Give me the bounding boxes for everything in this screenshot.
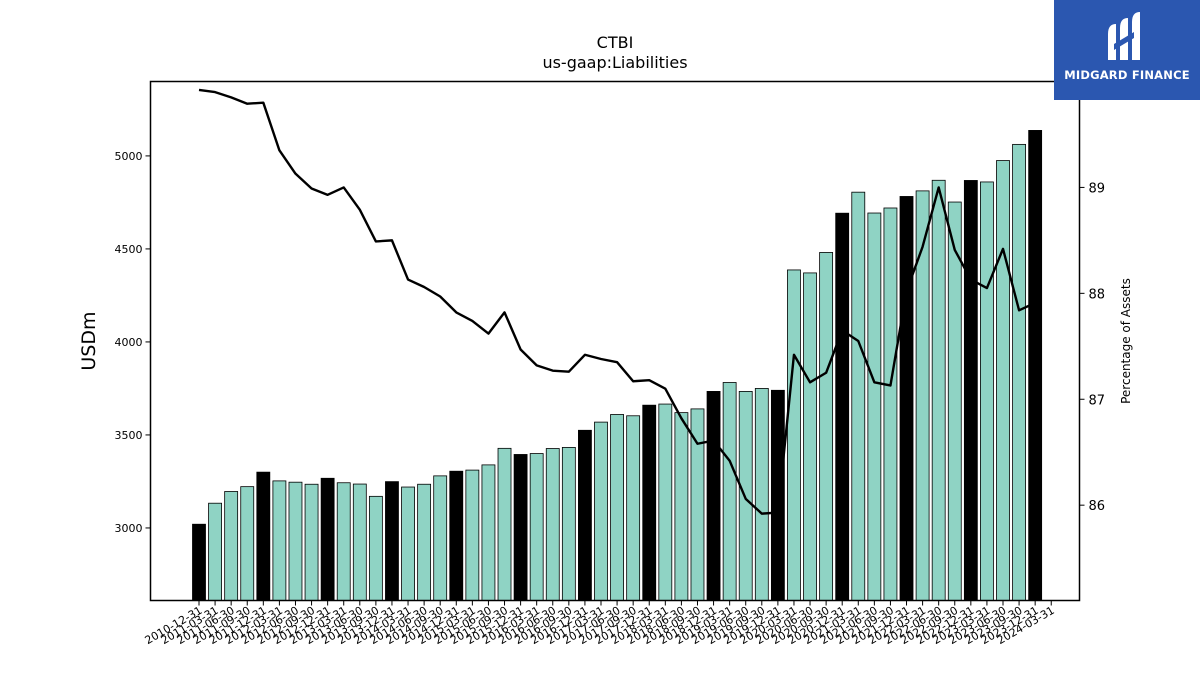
midgard-logo-icon xyxy=(1108,12,1140,60)
y-tick-label: 3500 xyxy=(115,429,143,442)
bars-layer xyxy=(192,130,1043,601)
bar xyxy=(883,207,898,601)
bar xyxy=(996,160,1010,601)
bar xyxy=(272,480,287,601)
bar xyxy=(1012,143,1026,601)
bar xyxy=(224,491,239,601)
bar xyxy=(208,502,222,601)
line-layer xyxy=(198,88,1036,515)
y-tick-label: 3000 xyxy=(115,522,143,535)
bar xyxy=(320,477,335,601)
bar xyxy=(449,470,464,601)
chart-title: CTBI xyxy=(597,33,634,52)
bar xyxy=(336,482,351,601)
bar xyxy=(980,181,994,601)
bar xyxy=(368,495,383,601)
bar xyxy=(417,483,432,601)
bar xyxy=(561,446,576,601)
bar xyxy=(545,448,560,601)
bar xyxy=(626,415,641,601)
bar xyxy=(594,421,608,601)
y-axis-right: 86 87 88 89 xyxy=(1079,181,1106,514)
bar xyxy=(867,212,882,601)
bar xyxy=(835,212,850,601)
bar xyxy=(497,447,512,601)
bar xyxy=(658,403,673,601)
percentage-line xyxy=(198,88,1036,515)
bar xyxy=(481,464,496,601)
bar xyxy=(915,190,930,601)
bar xyxy=(706,391,721,601)
bar xyxy=(963,180,978,601)
bar xyxy=(770,389,785,601)
y-tick-label: 4500 xyxy=(115,243,143,256)
bar xyxy=(385,481,399,601)
y-tick-label: 5000 xyxy=(115,150,143,163)
bar xyxy=(578,429,592,601)
bar xyxy=(433,475,448,601)
bar xyxy=(803,272,817,601)
x-axis: 2010-12-312011-03-312011-06-302011-09-30… xyxy=(143,600,1057,647)
bar xyxy=(240,486,255,601)
y-tick-label: 4000 xyxy=(115,336,143,349)
bar xyxy=(192,523,206,601)
bar xyxy=(787,269,801,601)
bar xyxy=(610,414,624,601)
bar xyxy=(288,481,303,601)
y2-tick-label: 88 xyxy=(1089,287,1106,302)
plot-frame xyxy=(149,80,1081,602)
logo-text: MIDGARD FINANCE xyxy=(1064,68,1190,82)
bar xyxy=(851,191,866,601)
bar xyxy=(722,382,737,601)
bar xyxy=(931,179,946,601)
y2-axis-label: Percentage of Assets xyxy=(1119,278,1133,404)
y-axis-label: USDm xyxy=(78,311,100,370)
y-axis-left: 3000 3500 4000 4500 5000 xyxy=(115,150,151,535)
y2-tick-label: 86 xyxy=(1089,499,1106,514)
bar xyxy=(947,201,962,601)
logo: MIDGARD FINANCE xyxy=(1054,0,1200,100)
bar xyxy=(819,252,834,601)
bar xyxy=(256,471,271,601)
y2-tick-label: 87 xyxy=(1089,393,1106,408)
bar xyxy=(401,486,415,601)
bar xyxy=(642,404,657,601)
bar xyxy=(465,469,480,601)
y2-tick-label: 89 xyxy=(1089,181,1106,196)
bar xyxy=(754,388,769,601)
bar xyxy=(352,483,367,601)
bar xyxy=(899,196,914,601)
bar xyxy=(304,483,319,601)
bar xyxy=(513,454,528,601)
chart-subtitle: us-gaap:Liabilities xyxy=(542,53,687,72)
bar xyxy=(529,453,544,601)
bar xyxy=(674,412,689,601)
bar xyxy=(1028,130,1043,601)
